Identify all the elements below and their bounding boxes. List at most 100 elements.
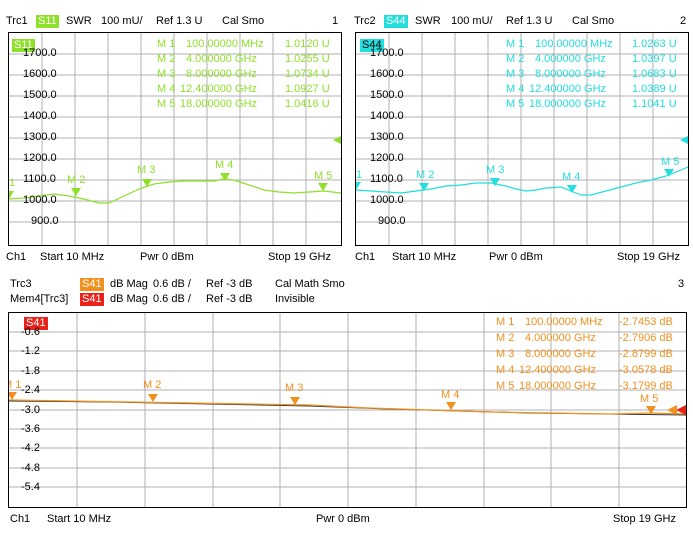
diagram-area[interactable]: 1 M 2 M 3 M 4 M 5 S11 1700.0 1600.0 1500…	[8, 32, 342, 246]
start-label[interactable]: Start 10 MHz	[47, 513, 112, 525]
marker-value: -2.7453 dB	[619, 316, 673, 328]
marker-label: 1	[356, 169, 362, 181]
marker-value: -2.8799 dB	[619, 348, 673, 360]
y-tick: 1500.0	[370, 89, 404, 101]
marker-name: M 4	[506, 83, 525, 95]
stop-label[interactable]: Stop 19 GHz	[617, 251, 680, 263]
marker-freq: 100.00000 MHz	[525, 316, 603, 328]
marker-value: 1.1041 U	[632, 98, 677, 110]
trace-badge[interactable]: S41	[80, 278, 104, 291]
marker-label: M 1	[9, 379, 21, 391]
marker-label: M 4	[441, 389, 459, 401]
y-tick: -1.2	[21, 345, 40, 357]
inner-trace-badge[interactable]: S44	[360, 39, 384, 52]
stop-label[interactable]: Stop 19 GHz	[268, 251, 331, 263]
channel-label[interactable]: Ch1	[6, 251, 27, 263]
trace-plot: M 1 M 2 M 3 M 4 M 5	[9, 313, 686, 507]
marker-label: M 5	[640, 393, 658, 405]
marker-value: 1.0397 U	[632, 53, 677, 65]
y-tick: -2.4	[21, 384, 40, 396]
marker-label: M 2	[416, 169, 434, 181]
marker-value: -3.0578 dB	[619, 364, 673, 376]
ref-label[interactable]: Ref 1.3 U	[156, 15, 203, 27]
y-tick: -3.0	[21, 404, 40, 416]
marker-value: 1.0734 U	[285, 68, 330, 80]
marker-name: M 2	[506, 53, 525, 65]
start-label[interactable]: Start 10 MHz	[40, 251, 105, 263]
marker-label: M 3	[486, 164, 504, 176]
format-label[interactable]: SWR	[66, 15, 92, 27]
power-label[interactable]: Pwr 0 dBm	[140, 251, 194, 263]
power-label[interactable]: Pwr 0 dBm	[316, 513, 370, 525]
y-tick: 1300.0	[370, 131, 404, 143]
y-tick: 1700.0	[23, 47, 57, 59]
marker-name: M 2	[496, 332, 515, 344]
marker-freq: 4.000000 GHz	[525, 332, 596, 344]
memory-trace-badge[interactable]: S41	[80, 293, 104, 306]
marker-name: M 5	[496, 380, 515, 392]
marker-value: 1.0416 U	[285, 98, 330, 110]
diagram-number: 1	[332, 15, 339, 27]
trace-label[interactable]: Trc3	[10, 278, 32, 290]
ref-label[interactable]: Ref 1.3 U	[506, 15, 553, 27]
memory-trace-label[interactable]: Mem4[Trc3]	[10, 293, 69, 305]
trace-label[interactable]: Trc2	[354, 15, 376, 27]
scale-label[interactable]: 100 mU/	[101, 15, 143, 27]
marker-label: M 2	[143, 379, 161, 391]
format-label[interactable]: SWR	[415, 15, 441, 27]
y-tick: 1500.0	[23, 89, 57, 101]
memory-status-label: Invisible	[275, 293, 315, 305]
marker-name: M 3	[157, 68, 176, 80]
memory-format-label[interactable]: dB Mag	[110, 293, 148, 305]
ref-label[interactable]: Ref -3 dB	[206, 278, 253, 290]
power-label[interactable]: Pwr 0 dBm	[489, 251, 543, 263]
y-tick: 1200.0	[370, 152, 404, 164]
marker-freq: 8.000000 GHz	[535, 68, 606, 80]
y-tick: 1200.0	[23, 152, 57, 164]
status-label: Cal Smo	[572, 15, 615, 27]
marker-name: M 4	[496, 364, 515, 376]
memory-scale-label[interactable]: 0.6 dB /	[153, 293, 191, 305]
y-tick: 1400.0	[370, 110, 404, 122]
stop-label[interactable]: Stop 19 GHz	[613, 513, 676, 525]
marker-freq: 100.00000 MHz	[186, 38, 264, 50]
inner-trace-badge[interactable]: S11	[12, 39, 35, 52]
marker-name: M 1	[157, 38, 176, 50]
y-tick: 1100.0	[23, 173, 56, 185]
memory-ref-label[interactable]: Ref -3 dB	[206, 293, 253, 305]
marker-value: 1.0683 U	[632, 68, 677, 80]
diagram-number: 3	[678, 278, 685, 290]
diagram-area[interactable]: 1 M 2 M 3 M 4 M 5 S44 1700.0 1600.0 1500…	[355, 32, 689, 246]
channel-label[interactable]: Ch1	[10, 513, 31, 525]
y-tick: 1100.0	[370, 173, 403, 185]
trace-label[interactable]: Trc1	[6, 15, 28, 27]
marker-name: M 2	[157, 53, 176, 65]
trace-badge[interactable]: S11	[36, 15, 59, 28]
format-label[interactable]: dB Mag	[110, 278, 148, 290]
status-label: Cal Smo	[222, 15, 265, 27]
diagram-number: 2	[680, 15, 687, 27]
scale-label[interactable]: 0.6 dB /	[153, 278, 191, 290]
marker-freq: 4.000000 GHz	[186, 53, 257, 65]
trace-plot: 1 M 2 M 3 M 4 M 5	[9, 33, 341, 245]
marker-freq: 12.400000 GHz	[519, 364, 597, 376]
y-tick: 1000.0	[23, 194, 57, 206]
channel-label[interactable]: Ch1	[355, 251, 376, 263]
trace-plot: 1 M 2 M 3 M 4 M 5	[356, 33, 688, 245]
diagram-area[interactable]: M 1 M 2 M 3 M 4 M 5 S41 -0.6 -1.2 -1.8 -…	[8, 312, 687, 508]
marker-freq: 8.000000 GHz	[186, 68, 257, 80]
y-tick: -4.2	[21, 442, 40, 454]
y-tick: 1600.0	[23, 68, 57, 80]
y-tick: 1000.0	[370, 194, 404, 206]
y-tick: -4.8	[21, 462, 40, 474]
marker-freq: 8.000000 GHz	[525, 348, 596, 360]
inner-trace-badge[interactable]: S41	[24, 317, 48, 330]
marker-freq: 100.00000 MHz	[535, 38, 613, 50]
marker-name: M 5	[157, 98, 176, 110]
marker-name: M 4	[157, 83, 176, 95]
y-tick: 900.0	[378, 215, 406, 227]
scale-label[interactable]: 100 mU/	[451, 15, 493, 27]
y-tick: -5.4	[21, 481, 40, 493]
trace-badge[interactable]: S44	[384, 15, 408, 28]
start-label[interactable]: Start 10 MHz	[392, 251, 457, 263]
